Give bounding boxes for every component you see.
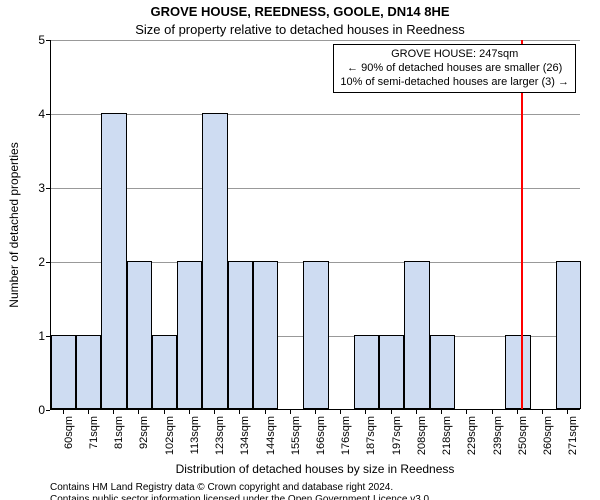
x-tick-mark bbox=[113, 410, 114, 414]
x-tick-mark bbox=[365, 410, 366, 414]
y-axis-label: Number of detached properties bbox=[7, 142, 21, 307]
y-tick-label: 5 bbox=[5, 33, 45, 47]
y-axis-label-wrap: Number of detached properties bbox=[14, 40, 28, 410]
y-tick-label: 0 bbox=[5, 403, 45, 417]
x-tick-mark bbox=[441, 410, 442, 414]
y-tick-mark bbox=[46, 188, 50, 189]
x-tick-label: 176sqm bbox=[340, 416, 352, 466]
x-tick-mark bbox=[88, 410, 89, 414]
histogram-bar bbox=[101, 113, 126, 409]
x-tick-label: 102sqm bbox=[164, 416, 176, 466]
x-axis-label: Distribution of detached houses by size … bbox=[50, 462, 580, 476]
x-tick-label: 260sqm bbox=[542, 416, 554, 466]
histogram-bar bbox=[76, 335, 101, 409]
gridline bbox=[51, 40, 580, 41]
reference-line bbox=[521, 40, 523, 409]
footer-line-2: Contains public sector information licen… bbox=[50, 494, 580, 500]
x-tick-label: 134sqm bbox=[239, 416, 251, 466]
info-box: GROVE HOUSE: 247sqm← 90% of detached hou… bbox=[333, 44, 576, 93]
x-tick-label: 113sqm bbox=[189, 416, 201, 466]
x-tick-label: 208sqm bbox=[416, 416, 428, 466]
x-tick-label: 250sqm bbox=[517, 416, 529, 466]
y-tick-mark bbox=[46, 40, 50, 41]
histogram-bar bbox=[404, 261, 429, 409]
x-tick-mark bbox=[542, 410, 543, 414]
histogram-bar bbox=[379, 335, 404, 409]
x-tick-mark bbox=[315, 410, 316, 414]
y-tick-label: 4 bbox=[5, 107, 45, 121]
x-tick-label: 71sqm bbox=[88, 416, 100, 466]
x-tick-mark bbox=[290, 410, 291, 414]
y-tick-label: 1 bbox=[5, 329, 45, 343]
histogram-bar bbox=[202, 113, 227, 409]
x-tick-label: 239sqm bbox=[492, 416, 504, 466]
x-tick-label: 123sqm bbox=[214, 416, 226, 466]
y-tick-label: 3 bbox=[5, 181, 45, 195]
x-tick-mark bbox=[63, 410, 64, 414]
x-tick-label: 166sqm bbox=[315, 416, 327, 466]
x-tick-label: 218sqm bbox=[441, 416, 453, 466]
histogram-bar bbox=[505, 335, 530, 409]
histogram-bar bbox=[556, 261, 581, 409]
x-tick-mark bbox=[138, 410, 139, 414]
x-tick-mark bbox=[214, 410, 215, 414]
x-tick-label: 144sqm bbox=[265, 416, 277, 466]
x-tick-mark bbox=[189, 410, 190, 414]
chart-container: GROVE HOUSE, REEDNESS, GOOLE, DN14 8HE S… bbox=[0, 0, 600, 500]
info-box-line: 10% of semi-detached houses are larger (… bbox=[340, 76, 569, 90]
x-tick-mark bbox=[492, 410, 493, 414]
footer-attribution: Contains HM Land Registry data © Crown c… bbox=[50, 482, 580, 500]
histogram-bar bbox=[354, 335, 379, 409]
x-tick-label: 155sqm bbox=[290, 416, 302, 466]
info-box-line: ← 90% of detached houses are smaller (26… bbox=[340, 62, 569, 76]
info-box-line: GROVE HOUSE: 247sqm bbox=[340, 48, 569, 62]
histogram-bar bbox=[51, 335, 76, 409]
footer-line-1: Contains HM Land Registry data © Crown c… bbox=[50, 482, 580, 494]
histogram-bar bbox=[228, 261, 253, 409]
x-tick-mark bbox=[391, 410, 392, 414]
plot-area: GROVE HOUSE: 247sqm← 90% of detached hou… bbox=[50, 40, 580, 410]
x-tick-mark bbox=[340, 410, 341, 414]
x-tick-mark bbox=[517, 410, 518, 414]
gridline bbox=[51, 114, 580, 115]
y-tick-mark bbox=[46, 410, 50, 411]
y-tick-mark bbox=[46, 336, 50, 337]
x-tick-mark bbox=[416, 410, 417, 414]
x-tick-label: 60sqm bbox=[63, 416, 75, 466]
x-tick-label: 187sqm bbox=[365, 416, 377, 466]
x-tick-label: 271sqm bbox=[567, 416, 579, 466]
y-tick-mark bbox=[46, 262, 50, 263]
gridline bbox=[51, 188, 580, 189]
histogram-bar bbox=[127, 261, 152, 409]
histogram-bar bbox=[253, 261, 278, 409]
x-tick-mark bbox=[239, 410, 240, 414]
chart-title-main: GROVE HOUSE, REEDNESS, GOOLE, DN14 8HE bbox=[0, 4, 600, 19]
x-tick-label: 81sqm bbox=[113, 416, 125, 466]
x-tick-mark bbox=[466, 410, 467, 414]
x-tick-label: 197sqm bbox=[391, 416, 403, 466]
x-tick-mark bbox=[164, 410, 165, 414]
x-tick-mark bbox=[567, 410, 568, 414]
x-tick-mark bbox=[265, 410, 266, 414]
x-tick-label: 229sqm bbox=[466, 416, 478, 466]
y-tick-label: 2 bbox=[5, 255, 45, 269]
histogram-bar bbox=[177, 261, 202, 409]
x-tick-label: 92sqm bbox=[138, 416, 150, 466]
histogram-bar bbox=[152, 335, 177, 409]
histogram-bar bbox=[430, 335, 455, 409]
chart-title-sub: Size of property relative to detached ho… bbox=[0, 22, 600, 37]
histogram-bar bbox=[303, 261, 328, 409]
y-tick-mark bbox=[46, 114, 50, 115]
